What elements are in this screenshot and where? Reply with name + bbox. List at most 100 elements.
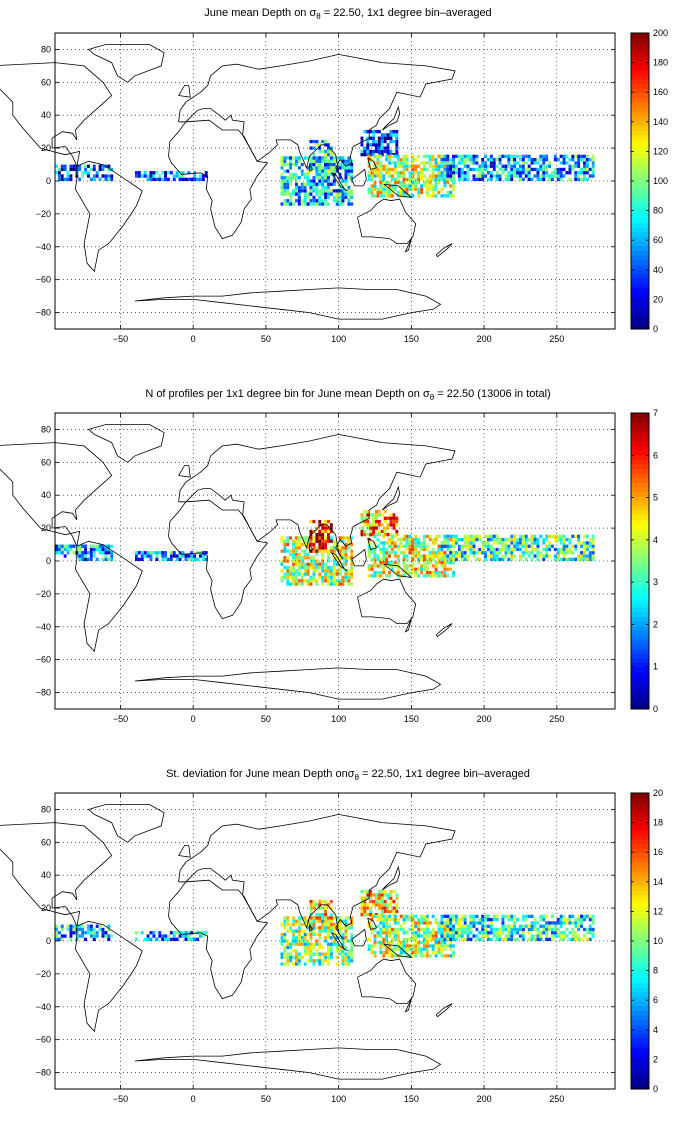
data-cell [376, 187, 380, 191]
data-cell [392, 139, 396, 144]
data-cell [289, 922, 293, 927]
colorbar-swatch [631, 185, 649, 191]
data-cell [446, 547, 450, 552]
data-cell [297, 189, 301, 193]
colorbar-swatch [631, 598, 649, 604]
data-cell [545, 171, 549, 175]
data-cell [452, 551, 455, 555]
data-cell [324, 906, 327, 910]
data-cell [84, 551, 87, 555]
data-cell [190, 557, 194, 561]
data-cell [449, 918, 453, 922]
colorbar-swatch [631, 982, 649, 988]
data-cell [373, 937, 377, 941]
colorbar-tick-label: 16 [653, 847, 663, 857]
data-cell [516, 174, 519, 178]
data-cell [449, 551, 453, 555]
data-cell [440, 564, 444, 568]
colorbar-swatch [631, 1033, 649, 1039]
data-cell [501, 167, 505, 172]
colorbar-swatch [631, 176, 649, 182]
data-cell [309, 575, 313, 580]
data-cell [542, 541, 546, 545]
data-cell [172, 177, 176, 181]
data-cell [300, 572, 304, 576]
data-cell [295, 962, 298, 966]
y-tick-label: −40 [36, 622, 51, 632]
data-cell [318, 192, 322, 196]
data-cell [530, 167, 534, 172]
data-cell [292, 189, 295, 193]
data-cell [425, 567, 429, 571]
data-cell [341, 959, 345, 963]
data-cell [57, 931, 61, 935]
panel-2-title: N of profiles per 1x1 degree bin for Jun… [0, 388, 696, 402]
data-cell [405, 534, 409, 538]
data-cell [321, 546, 325, 550]
data-cell [510, 541, 514, 545]
data-cell [393, 927, 397, 932]
data-cell [286, 189, 290, 193]
data-cell [164, 174, 167, 178]
data-cell [588, 167, 592, 172]
data-cell [152, 174, 156, 178]
colorbar-swatch [631, 496, 649, 502]
data-cell [318, 159, 322, 163]
data-cell [309, 926, 313, 930]
data-cell [280, 575, 284, 580]
data-cell [286, 919, 290, 923]
data-cell [300, 549, 304, 553]
data-cell [297, 199, 301, 203]
data-cell [172, 934, 176, 938]
data-cell [481, 914, 485, 918]
data-cell [434, 541, 438, 545]
data-cell [344, 569, 348, 573]
data-cell [417, 561, 421, 565]
data-cell [329, 949, 333, 953]
data-cell [312, 916, 316, 920]
data-cell [146, 174, 150, 178]
data-cell [344, 945, 348, 950]
data-cell [89, 931, 93, 935]
data-cell [341, 552, 345, 557]
data-cell [501, 918, 505, 922]
data-cell [187, 931, 191, 935]
data-cell [344, 189, 348, 193]
data-cell [69, 547, 73, 552]
data-cell [363, 909, 367, 914]
data-cell [420, 171, 423, 175]
data-cell [347, 959, 351, 963]
data-cell [553, 171, 557, 175]
data-cell [199, 174, 202, 178]
data-cell [306, 166, 310, 170]
data-cell [201, 174, 205, 178]
data-cell [392, 890, 396, 894]
data-cell [303, 939, 307, 943]
data-cell [335, 192, 339, 196]
data-cell [383, 133, 387, 137]
data-cell [489, 554, 493, 558]
data-cell [92, 937, 96, 941]
data-cell [376, 554, 380, 558]
data-cell [335, 942, 339, 946]
data-cell [425, 564, 429, 568]
data-cell [377, 893, 381, 897]
data-cell [289, 202, 293, 206]
data-cell [286, 192, 290, 196]
data-cell [395, 130, 399, 134]
data-cell [588, 927, 592, 932]
data-cell [446, 931, 450, 935]
colorbar-swatch [631, 616, 649, 622]
data-cell [360, 136, 364, 140]
data-cell [487, 538, 490, 542]
data-cell [69, 934, 73, 938]
data-cell [201, 177, 205, 181]
data-cell [309, 162, 313, 167]
data-cell [367, 547, 371, 552]
data-cell [95, 544, 99, 548]
data-cell [286, 162, 290, 167]
data-cell [443, 954, 447, 958]
data-cell [388, 544, 391, 548]
colorbar-swatch [631, 959, 649, 965]
data-cell [446, 167, 450, 172]
